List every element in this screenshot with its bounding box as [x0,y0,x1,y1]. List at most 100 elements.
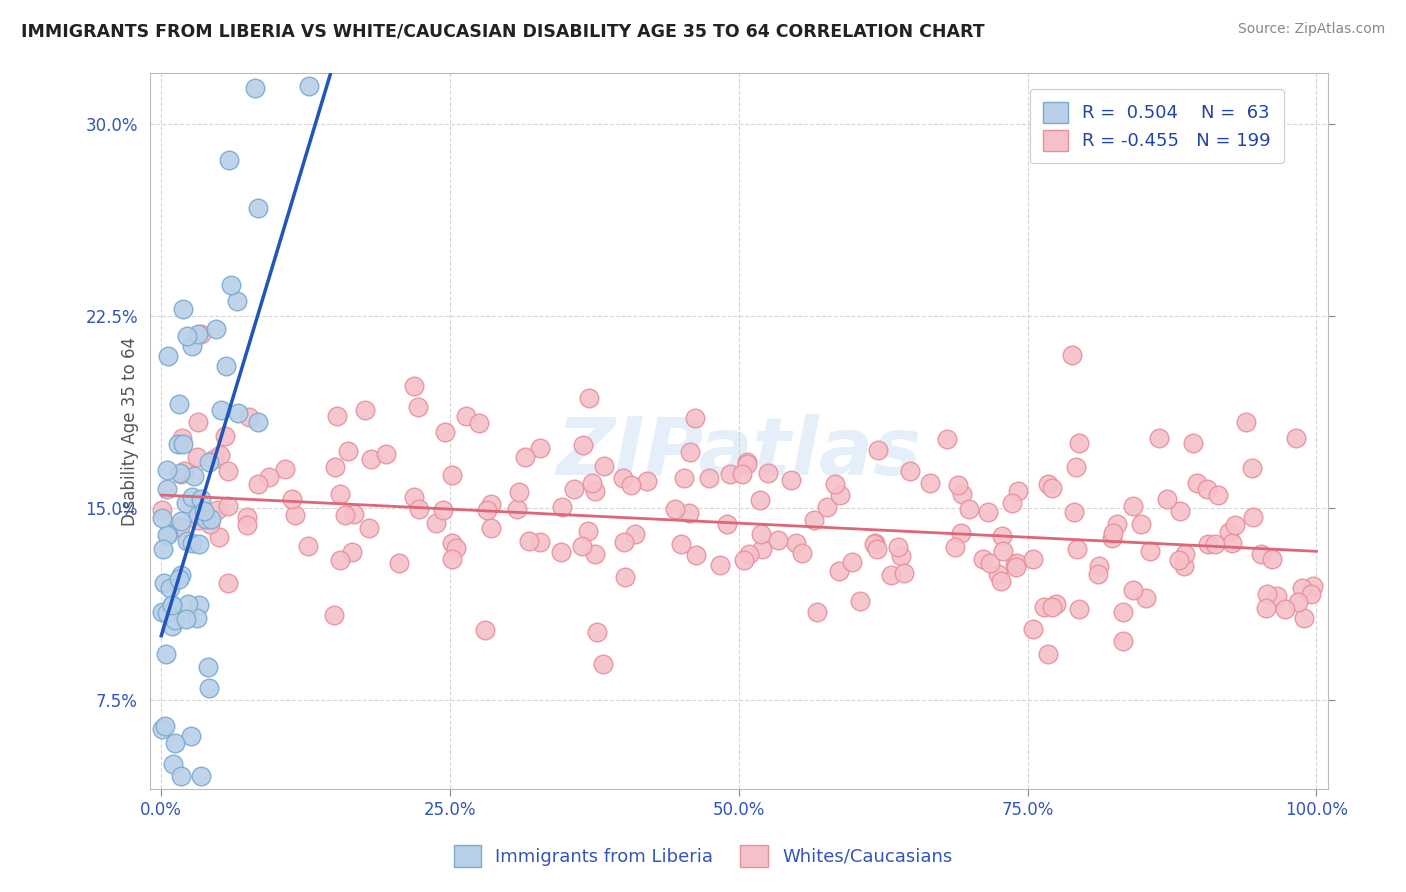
Point [572,438,595,452]
Point [900,464,922,478]
Point [664,502,686,516]
Point [678,444,700,458]
Point [479,497,502,511]
Point [329,487,352,501]
Point [863,537,886,551]
Point [329,553,352,567]
Point [623,527,645,541]
Point [283,508,305,522]
Point [1040,481,1063,495]
Point [157,349,180,363]
Point [1139,544,1161,558]
Point [160,598,183,612]
Point [172,436,194,450]
Point [441,551,464,566]
Point [408,401,430,415]
Point [152,541,174,556]
Point [153,718,176,732]
Point [1033,599,1056,614]
Point [1173,558,1195,573]
Point [1285,431,1308,445]
Point [1292,611,1315,625]
Point [506,502,529,516]
Point [678,506,700,520]
Point [156,527,179,541]
Point [156,526,179,541]
Point [815,500,838,515]
Point [585,547,607,561]
Point [441,468,464,483]
Point [880,567,903,582]
Point [181,339,204,353]
Point [517,533,540,548]
Point [298,78,321,93]
Point [1004,560,1026,574]
Point [866,541,889,556]
Point [735,457,758,471]
Point [950,526,973,541]
Point [226,406,249,420]
Point [165,614,187,628]
Point [990,574,1012,589]
Point [1007,556,1029,570]
Point [957,502,980,516]
Point [156,606,179,620]
Point [849,594,872,608]
Point [388,556,411,570]
Point [1274,602,1296,616]
Point [529,441,551,455]
Point [866,442,889,457]
Point [187,415,209,429]
Point [214,429,236,443]
Point [1022,551,1045,566]
Point [153,575,176,590]
Point [1062,347,1084,361]
Point [731,467,754,482]
Point [156,482,179,496]
Point [669,537,692,551]
Point [200,512,222,526]
Point [1241,510,1264,524]
Point [475,503,498,517]
Point [1168,553,1191,567]
Point [766,533,789,547]
Point [170,514,193,528]
Point [257,470,280,484]
Point [738,547,761,561]
Point [198,516,221,531]
Point [790,545,813,559]
Y-axis label: Disability Age 35 to 64: Disability Age 35 to 64 [121,336,139,525]
Point [190,492,212,507]
Point [699,471,721,485]
Point [945,541,967,555]
Point [170,467,193,481]
Point [828,488,851,502]
Point [1038,647,1060,661]
Point [187,508,209,523]
Point [209,403,232,417]
Point [863,536,886,550]
Point [824,477,846,491]
Point [236,517,259,532]
Point [592,657,614,671]
Point [217,464,239,478]
Point [322,608,344,623]
Point [1234,415,1257,429]
Point [167,436,190,450]
Point [150,722,173,736]
Point [176,533,198,548]
Point [217,576,239,591]
Point [893,566,915,581]
Point [735,455,758,469]
Text: ZIPatlas: ZIPatlas [557,414,921,491]
Point [576,524,599,538]
Point [155,462,177,476]
Point [204,321,226,335]
Point [620,478,643,492]
Point [756,467,779,481]
Point [173,464,195,478]
Point [180,729,202,743]
Point [172,431,194,445]
Point [170,568,193,582]
Point [571,540,593,554]
